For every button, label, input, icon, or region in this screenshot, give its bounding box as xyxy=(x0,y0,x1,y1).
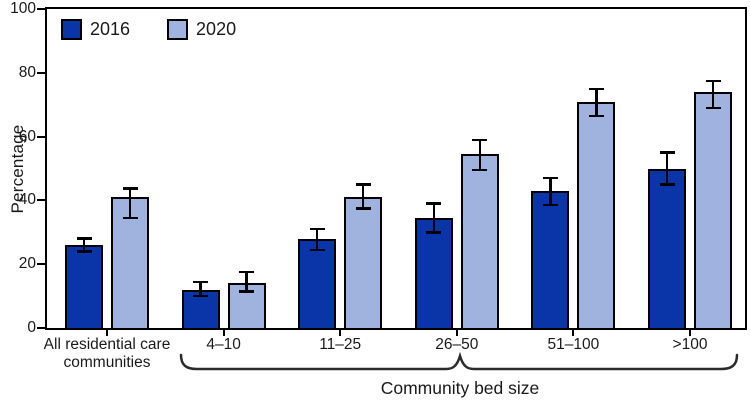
error-bar-cap xyxy=(472,168,488,172)
x-tick-label: 26–50 xyxy=(435,336,479,353)
legend-swatch-2016-icon xyxy=(61,19,82,40)
error-bar xyxy=(82,238,86,252)
error-bar-cap xyxy=(193,280,209,283)
bar-2020 xyxy=(344,197,383,328)
y-axis-title: Percentage xyxy=(8,124,27,214)
error-bar-cap xyxy=(659,151,675,154)
y-tick-label: 20 xyxy=(18,255,36,273)
error-bar xyxy=(315,229,319,250)
x-tick xyxy=(572,329,575,336)
error-bar-cap xyxy=(426,202,442,205)
legend-entry-2020: 2020 xyxy=(167,19,236,40)
error-bar-cap xyxy=(355,183,371,186)
bar-2016 xyxy=(414,217,453,328)
error-bar-cap xyxy=(122,187,138,190)
y-tick xyxy=(37,199,45,202)
bars-layer xyxy=(47,9,745,328)
y-tick-label: 40 xyxy=(18,191,36,209)
error-bar-cap xyxy=(542,203,558,207)
error-bar-cap xyxy=(239,270,255,274)
error-bar-cap xyxy=(588,114,604,118)
error-bar xyxy=(665,152,669,185)
x-tick xyxy=(105,329,109,336)
bar-2016 xyxy=(648,168,686,328)
error-bar xyxy=(128,188,132,218)
bar-2020 xyxy=(460,154,499,328)
error-bar xyxy=(478,139,481,171)
legend-label-2020: 2020 xyxy=(196,19,237,39)
bar-2020 xyxy=(577,101,616,328)
bar-2016 xyxy=(531,190,570,328)
error-bar-cap xyxy=(659,183,675,186)
legend-entry-2016: 2016 xyxy=(61,19,130,40)
x-tick-label: >100 xyxy=(672,336,708,353)
error-bar-cap xyxy=(309,248,325,252)
error-bar-cap xyxy=(193,294,209,298)
error-bar-cap xyxy=(705,106,721,110)
error-bar-cap xyxy=(76,237,92,240)
error-bar-cap xyxy=(426,231,442,234)
legend-label-2016: 2016 xyxy=(90,19,131,39)
x-tick-label: 4–10 xyxy=(206,336,241,353)
error-bar-cap xyxy=(588,87,604,90)
x-tick-label: 51–100 xyxy=(547,336,600,353)
error-bar xyxy=(361,184,365,209)
error-bar-cap xyxy=(472,138,488,141)
error-bar xyxy=(245,272,248,292)
x-tick xyxy=(688,329,692,336)
error-bar-cap xyxy=(122,216,138,220)
error-bar-cap xyxy=(542,176,558,180)
legend: 2016 2020 xyxy=(61,19,264,40)
x-tick xyxy=(222,329,225,336)
error-bar-cap xyxy=(76,250,92,253)
legend-swatch-2020-icon xyxy=(167,19,189,40)
error-bar xyxy=(432,203,435,233)
x-tick xyxy=(455,329,458,336)
error-bar xyxy=(595,88,598,116)
error-bar-cap xyxy=(705,79,721,82)
y-tick xyxy=(37,326,45,330)
y-tick-label: 0 xyxy=(27,319,36,336)
y-tick-label: 60 xyxy=(18,127,36,145)
bar-2020 xyxy=(694,91,732,328)
error-bar-cap xyxy=(239,290,255,293)
x-tick-label: All residential care communities xyxy=(43,336,171,371)
error-bar xyxy=(199,281,202,297)
y-tick xyxy=(37,71,45,74)
error-bar-cap xyxy=(309,227,325,231)
y-tick-label: 100 xyxy=(10,0,36,17)
y-tick xyxy=(37,135,45,138)
x-tick-label: 11–25 xyxy=(319,336,362,353)
error-bar xyxy=(711,80,715,108)
bar-2016 xyxy=(65,245,103,328)
x-tick xyxy=(339,329,342,336)
error-bar xyxy=(549,178,552,206)
y-tick-label: 80 xyxy=(18,63,36,81)
plot-area: 2016 2020 xyxy=(45,7,747,330)
y-tick xyxy=(37,263,45,266)
error-bar-cap xyxy=(355,207,371,210)
x-axis-group-title: Community bed size xyxy=(380,378,540,398)
y-tick xyxy=(37,7,45,11)
bar-2016 xyxy=(298,238,337,328)
